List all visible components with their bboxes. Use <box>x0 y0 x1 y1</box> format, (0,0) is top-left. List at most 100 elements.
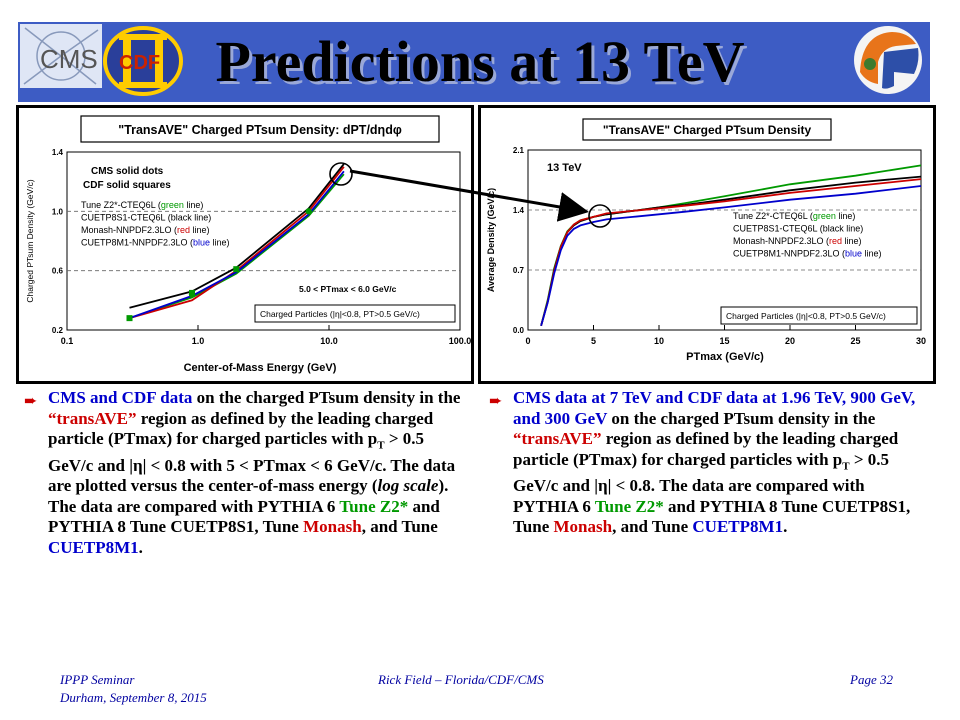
right-ytick-label: 1.4 <box>513 206 525 215</box>
left-series-line-green <box>129 173 345 319</box>
left-chart: "TransAVE" Charged PTsum Density: dPT/dη… <box>25 115 471 374</box>
left-legend-entry-1: CUETP8S1-CTEQ6L (black line) <box>81 213 211 223</box>
left-text-j: and PYTHIA 8 Tune CUETP8S1, Tune <box>48 496 440 537</box>
left-text-l: , and Tune <box>361 517 438 537</box>
left-text-n: . <box>138 537 143 557</box>
left-annotation-box <box>254 304 456 323</box>
right-chart-panel: "TransAVE" Charged PTsum Density 0.0 0.7 1… <box>478 105 936 384</box>
right-xtick-label: 25 <box>850 336 860 346</box>
left-legend-suffix: line) <box>192 213 212 223</box>
right-description: CMS data at 7 TeV and CDF data at 1.96 T… <box>513 388 918 538</box>
left-legend-color-word: black <box>171 213 193 223</box>
left-text-m: CUETP8M1 <box>48 537 139 557</box>
left-legend-cdf: CDF solid squares <box>83 180 171 191</box>
left-ytick-label: 0.2 <box>52 326 64 335</box>
right-legend-color-word: blue <box>845 249 862 259</box>
left-legend-entry-2: Monash-NNPDF2.3LO (red line) <box>81 225 210 235</box>
left-series-line-blue <box>129 170 345 319</box>
right-text-d: region as defined by the leading charged… <box>513 429 899 469</box>
right-chart-title-box <box>582 118 832 141</box>
left-xtick-label: 0.1 <box>61 336 74 346</box>
right-chart: "TransAVE" Charged PTsum Density 0.0 0.7 1… <box>486 118 926 363</box>
left-text-c: “transAVE” <box>48 408 137 428</box>
slide-title: Predictions at 13 TeV <box>215 29 745 94</box>
footer-author: Rick Field – Florida/CDF/CMS <box>378 672 544 687</box>
left-text-h: ). The data are compared with PYTHIA 6 <box>48 476 449 516</box>
right-plot-area <box>527 149 922 331</box>
right-energy-label: 13 TeV <box>547 162 582 174</box>
right-bullet-icon: ➨ <box>489 391 503 410</box>
right-annotation-box <box>720 306 918 325</box>
left-legend-prefix: CUETP8S1-CTEQ6L ( <box>81 213 171 223</box>
left-ytick-label: 1.0 <box>52 207 64 216</box>
right-xtick-label: 30 <box>916 336 926 346</box>
left-legend-prefix: CUETP8M1-NNPDF2.3LO ( <box>81 238 193 248</box>
right-series-line-blue <box>540 185 922 326</box>
right-ytick-label: 0.7 <box>513 266 525 275</box>
left-legend-suffix: line) <box>184 200 204 210</box>
right-legend-suffix: line) <box>862 249 882 259</box>
left-cms-data-point <box>305 208 312 215</box>
left-ytick-label: 0.6 <box>52 267 64 276</box>
right-text-c: “transAVE” <box>513 429 602 448</box>
right-legend-prefix: Tune Z2*-CTEQ6L ( <box>733 211 813 221</box>
left-chart-title: "TransAVE" Charged PTsum Density: dPT/dη… <box>118 123 402 137</box>
left-bullet-icon: ➨ <box>24 391 38 410</box>
left-legend-color-word: blue <box>193 238 210 248</box>
left-text-g: log scale <box>377 476 439 496</box>
left-ylabel: Charged PTsum Density (GeV/c) <box>25 179 35 302</box>
cms-logo: CMS <box>20 24 102 88</box>
right-ytick-label: 2.1 <box>513 146 525 155</box>
right-text-i: Monash <box>553 517 613 537</box>
left-cdf-data-point <box>126 315 133 322</box>
left-text-i: Tune Z2* <box>339 496 409 516</box>
right-xtick-label: 0 <box>525 336 530 346</box>
right-xlabel: PTmax (GeV/c) <box>686 351 764 363</box>
left-ytick-label: 1.4 <box>52 148 64 157</box>
right-chart-title: "TransAVE" Charged PTsum Density <box>603 123 812 137</box>
left-cms-data-point <box>188 291 196 298</box>
left-description: CMS and CDF data on the charged PTsum de… <box>48 388 468 558</box>
left-xlabel: Center-of-Mass Energy (GeV) <box>184 362 337 374</box>
right-legend-entry-1: CUETP8S1-CTEQ6L (black line) <box>733 224 863 234</box>
left-text-k: Monash <box>303 517 362 537</box>
left-text-a: CMS and CDF data <box>48 388 193 407</box>
right-xtick-label: 20 <box>785 336 795 346</box>
right-legend-prefix: Monash-NNPDF2.3LO ( <box>733 236 829 246</box>
right-text-f: > 0.5 GeV/c and |η| < 0.8. The data are … <box>513 449 890 516</box>
right-legend-suffix: line) <box>836 211 856 221</box>
left-text-e: T <box>377 439 385 452</box>
right-text-a: CMS data at 7 TeV and CDF data at 1.96 T… <box>513 388 916 428</box>
left-legend-suffix: line) <box>210 238 230 248</box>
right-xtick-label: 10 <box>654 336 664 346</box>
right-ytick-label: 0.0 <box>513 326 525 335</box>
left-legend-color-word: green <box>161 200 184 210</box>
cdf-logo: CDF <box>103 26 183 96</box>
left-text-b: on the charged PTsum density in the <box>192 388 461 407</box>
right-legend-color-word: red <box>829 236 842 246</box>
right-text-g: Tune Z2* <box>594 496 664 516</box>
right-legend-prefix: CUETP8M1-NNPDF2.3LO ( <box>733 249 845 259</box>
left-legend-cms: CMS solid dots <box>91 166 164 177</box>
right-text-j: , and Tune <box>612 517 693 537</box>
left-chart-panel: "TransAVE" Charged PTsum Density: dPT/dη… <box>16 105 474 384</box>
left-chart-title-box <box>80 115 440 143</box>
right-legend-entry-3: CUETP8M1-NNPDF2.3LO (blue line) <box>733 249 882 259</box>
left-annotation-ptmax: 5.0 < PTmax < 6.0 GeV/c <box>299 284 397 294</box>
right-highlight-circle <box>588 204 612 228</box>
right-ylabel: Average Density (GeV/c) <box>486 188 496 292</box>
right-text-l: . <box>783 517 788 537</box>
right-text-h: and PYTHIA 8 Tune CUETP8S1, Tune <box>513 496 911 537</box>
left-legend-suffix: line) <box>190 225 210 235</box>
florida-logo <box>854 26 922 94</box>
left-annotation-charged: Charged Particles (|η|<0.8, PT>0.5 GeV/c… <box>260 309 420 319</box>
right-text-k: CUETP8M1 <box>692 517 784 537</box>
left-text-d: region as defined by the leading charged… <box>48 408 434 449</box>
left-xtick-label: 10.0 <box>320 336 338 346</box>
footer-event: IPPP Seminar <box>60 672 135 687</box>
left-legend-entry-3: CUETP8M1-NNPDF2.3LO (blue line) <box>81 238 230 248</box>
right-legend-suffix: line) <box>844 224 864 234</box>
footer-location: Durham, September 8, 2015 <box>60 690 207 705</box>
right-legend-color-word: green <box>813 211 836 221</box>
right-xtick-label: 15 <box>719 336 729 346</box>
